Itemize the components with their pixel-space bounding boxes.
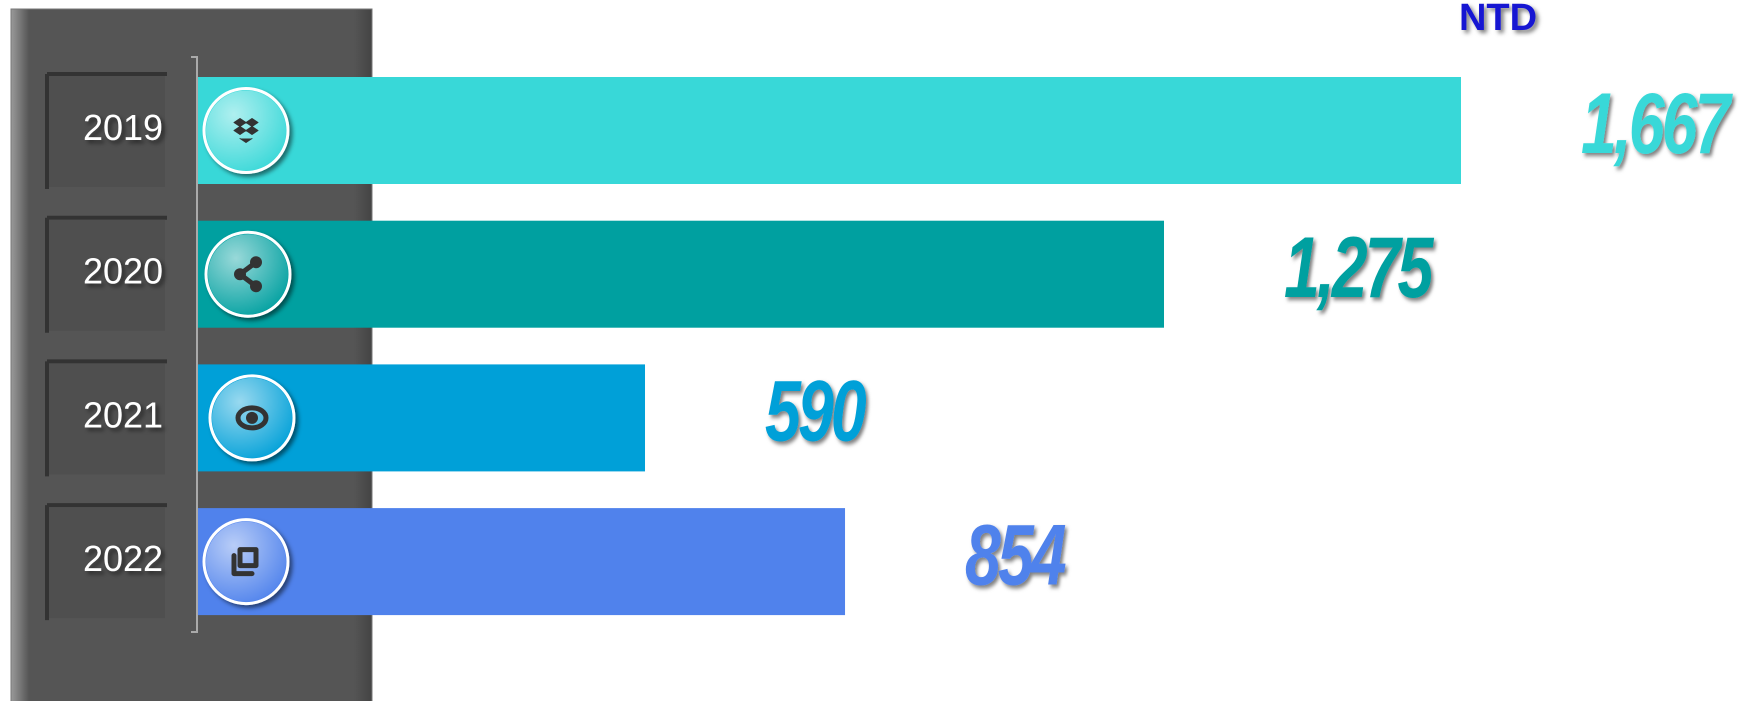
icon-dot — [246, 411, 258, 424]
category-label: 2019 — [83, 107, 163, 148]
year-box-fill — [49, 507, 165, 619]
unit-label: NTD — [1459, 0, 1537, 39]
year-box — [45, 215, 167, 333]
icon-gloss — [208, 234, 288, 315]
bar — [198, 508, 846, 616]
icon — [231, 547, 259, 577]
year-box-fill — [49, 76, 165, 187]
value-label: 1,667 — [1581, 76, 1734, 172]
bar — [198, 220, 1165, 328]
value-label: 590 — [765, 364, 866, 460]
icon-dot — [250, 256, 262, 269]
bar — [198, 77, 1461, 184]
icon — [233, 118, 259, 143]
icon-dot — [234, 268, 246, 281]
value-label: 1,275 — [1284, 220, 1435, 316]
icon-dot — [250, 280, 262, 293]
value-label: 854 — [965, 507, 1066, 603]
bracket — [191, 56, 198, 633]
year-box — [45, 359, 167, 477]
year-box — [45, 72, 167, 189]
year-box — [45, 503, 167, 621]
category-label: 2021 — [83, 394, 163, 435]
category-label: 2020 — [83, 251, 163, 292]
year-box-fill — [49, 363, 165, 475]
year-box-fill — [49, 219, 165, 331]
icon — [235, 405, 269, 431]
category-label: 2022 — [83, 538, 163, 579]
icon-gloss — [206, 521, 286, 602]
